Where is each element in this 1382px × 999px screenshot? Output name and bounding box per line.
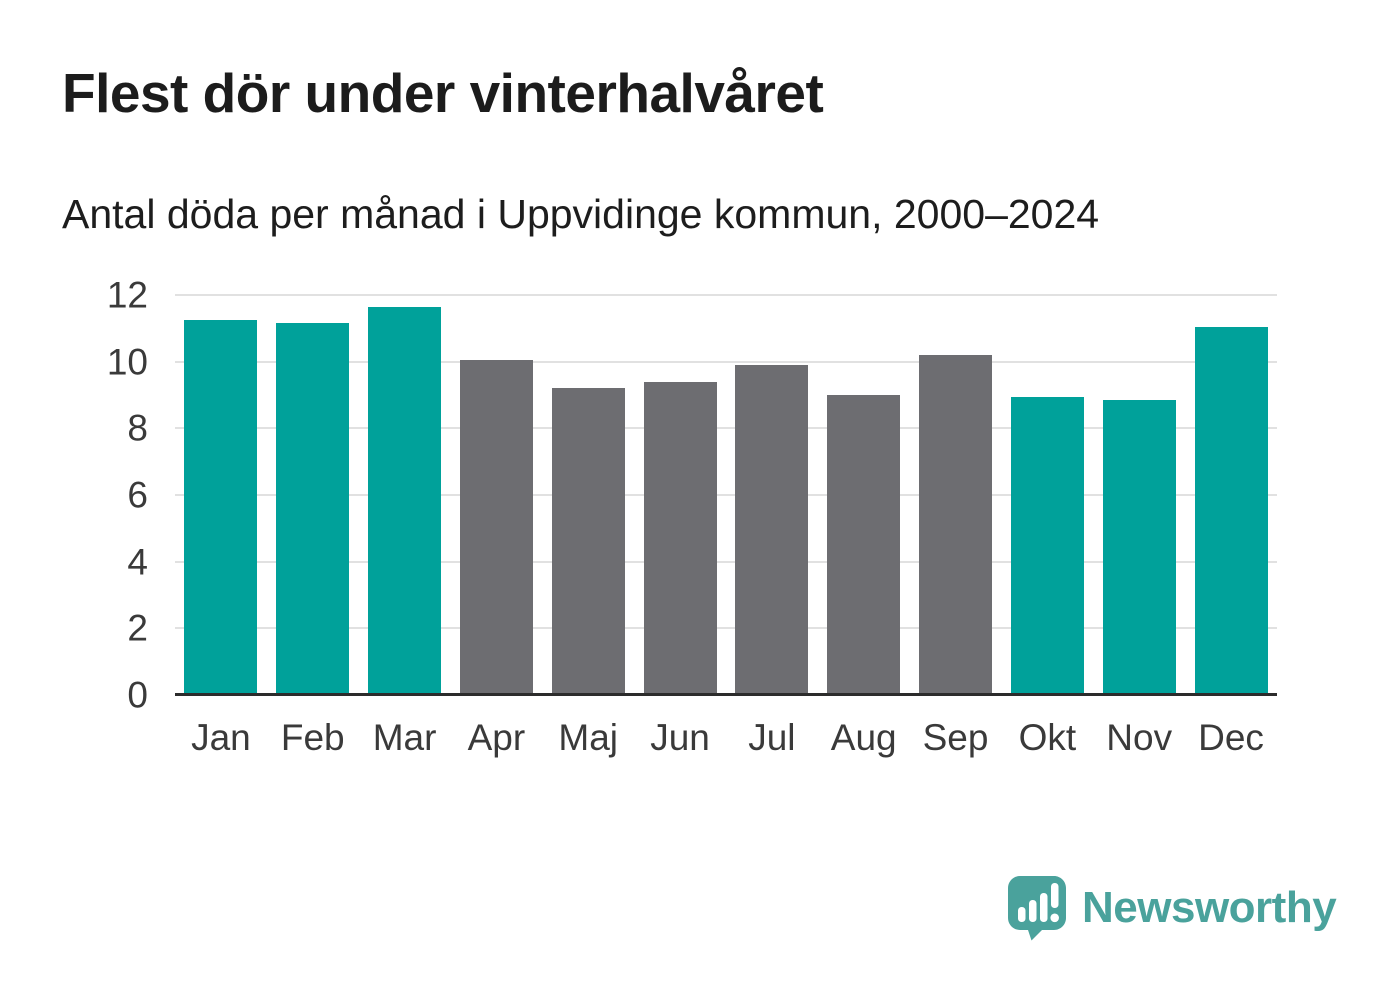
x-axis-line [175,693,1277,696]
chart-subtitle: Antal döda per månad i Uppvidinge kommun… [62,191,1100,237]
bar-band-jun [634,295,726,695]
bar-aug [827,395,901,695]
gridline-12 [175,294,1277,296]
x-tick-label-feb: Feb [280,717,345,758]
bar-series [175,295,1277,695]
y-tick-label-10: 10 [106,341,148,383]
bar-band-jan [175,295,267,695]
newsworthy-logo-icon [1008,876,1066,941]
bar-jun [643,381,717,695]
x-tick-label-aug: Aug [830,717,897,758]
x-axis-labels: Jan Feb Mar Apr Maj Jun Jul Aug Sep Okt Nov Dec [175,714,1277,762]
y-tick-label-8: 8 [127,407,148,449]
y-tick-label-6: 6 [127,474,148,516]
bar-band-jul [726,295,818,695]
x-tick-label-sep: Sep [922,717,989,758]
x-tick-label-jan: Jan [191,717,251,758]
x-tick-label-okt: Okt [1018,717,1077,758]
x-tick-label-maj: Maj [558,717,619,758]
bar-band-maj [542,295,634,695]
bar-jan [184,320,258,695]
y-tick-label-4: 4 [127,541,148,583]
bar-okt [1010,396,1084,695]
y-axis-labels: 0 2 4 6 8 10 12 [0,277,148,714]
x-tick-label-jul: Jul [748,717,796,758]
gridline-10 [175,360,1277,363]
y-tick-label-0: 0 [127,674,148,716]
plot-area [175,294,1277,696]
bar-mar [368,306,442,695]
bar-band-apr [450,295,542,695]
x-tick-label-dec: Dec [1198,717,1264,758]
newsworthy-logo-text: Newsworthy [1082,882,1337,932]
x-tick-label-mar: Mar [372,717,437,758]
bar-band-nov [1093,295,1185,695]
bar-maj [551,388,625,695]
bar-dec [1194,326,1268,695]
x-tick-label-apr: Apr [467,717,526,758]
x-tick-label-jun: Jun [650,717,710,758]
bar-jul [735,365,809,695]
gridline-2 [175,627,1277,630]
x-tick-label-nov: Nov [1106,717,1173,758]
bar-feb [276,323,350,695]
bar-nov [1102,400,1176,695]
bar-sep [919,355,993,695]
y-tick-label-2: 2 [127,607,148,649]
y-tick-label-12: 12 [106,274,148,316]
bar-band-aug [818,295,910,695]
gridline-4 [175,560,1277,563]
bar-band-dec [1185,295,1277,695]
bar-band-mar [359,295,451,695]
bar-band-feb [267,295,359,695]
chart-title: Flest dör under vinterhalvåret [62,62,824,124]
bar-band-okt [1001,295,1093,695]
newsworthy-logo: Newsworthy [1008,874,1337,941]
bar-band-sep [910,295,1002,695]
gridline-6 [175,494,1277,496]
bar-apr [459,360,533,695]
gridline-8 [175,427,1277,430]
